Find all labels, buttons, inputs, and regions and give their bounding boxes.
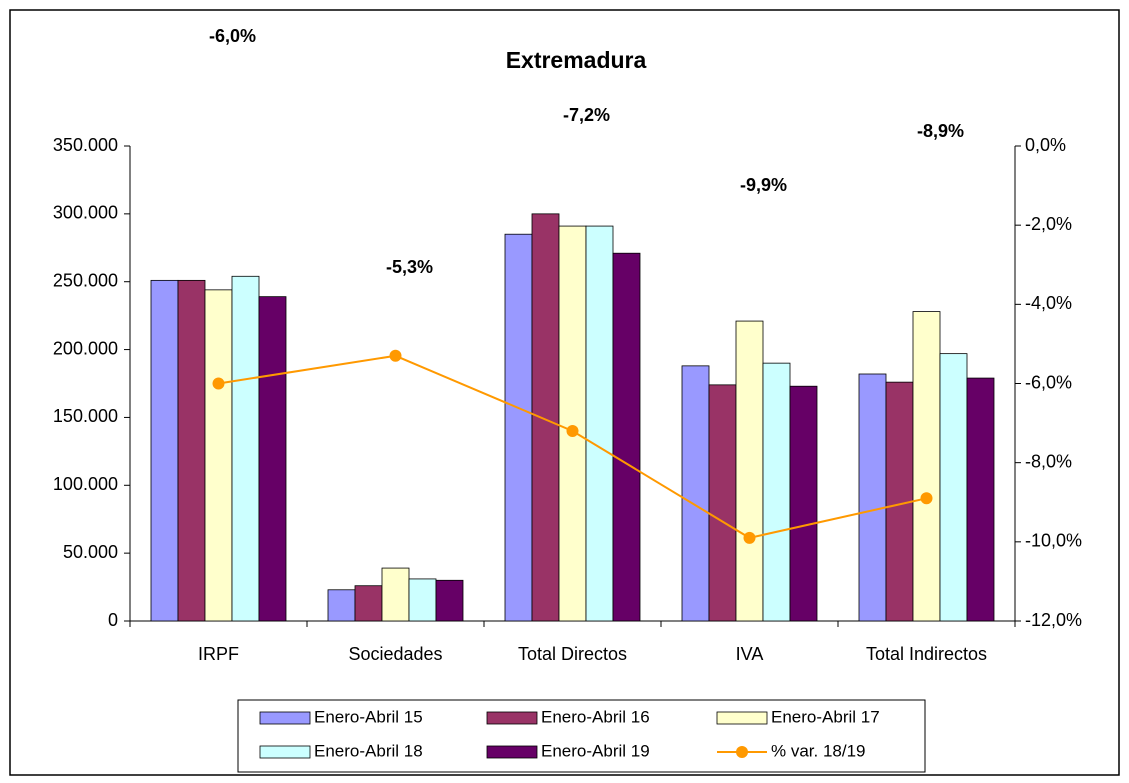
y-tick-label: 250.000 xyxy=(53,270,118,290)
line-marker xyxy=(212,377,225,390)
x-tick-label: IRPF xyxy=(198,644,239,664)
bar xyxy=(150,279,179,622)
legend-label: Enero-Abril 17 xyxy=(771,707,880,726)
bar xyxy=(177,279,206,622)
legend-swatch xyxy=(716,711,768,725)
legend-label: Enero-Abril 15 xyxy=(314,707,423,726)
bar xyxy=(558,225,587,622)
bar xyxy=(258,296,287,622)
y-tick-label: 300.000 xyxy=(53,203,118,223)
y2-tick-label: -12,0% xyxy=(1025,610,1082,630)
data-label: -5,3% xyxy=(386,257,433,277)
legend-swatch xyxy=(259,711,311,725)
bar xyxy=(354,585,383,622)
y-tick-label: 100.000 xyxy=(53,474,118,494)
bar xyxy=(408,578,437,622)
bar xyxy=(939,353,968,622)
bar xyxy=(585,225,614,622)
legend-label: Enero-Abril 18 xyxy=(314,741,423,760)
bar xyxy=(327,589,356,622)
y-tick-label: 200.000 xyxy=(53,338,118,358)
bar xyxy=(435,579,464,622)
x-tick-label: IVA xyxy=(736,644,764,664)
y2-tick-label: -6,0% xyxy=(1025,372,1072,392)
bar xyxy=(504,233,533,622)
y-tick-label: 50.000 xyxy=(63,542,118,562)
line-marker xyxy=(920,492,933,505)
legend-swatch xyxy=(259,745,311,759)
y2-tick-label: 0,0% xyxy=(1025,135,1066,155)
chart-title: Extremadura xyxy=(506,47,647,73)
line-marker xyxy=(743,531,756,544)
y2-tick-label: -4,0% xyxy=(1025,293,1072,313)
y-tick-label: 150.000 xyxy=(53,406,118,426)
data-label: -6,0% xyxy=(209,26,256,46)
legend-label: Enero-Abril 16 xyxy=(541,707,650,726)
y-tick-label: 350.000 xyxy=(53,135,118,155)
bar xyxy=(858,373,887,622)
bar xyxy=(762,362,791,622)
bar xyxy=(531,213,560,622)
data-label: -9,9% xyxy=(740,175,787,195)
data-label: -8,9% xyxy=(917,121,964,141)
bar xyxy=(612,252,641,622)
bar xyxy=(735,320,764,622)
legend-marker xyxy=(736,746,748,758)
legend-label: % var. 18/19 xyxy=(771,741,866,760)
x-tick-label: Total Indirectos xyxy=(866,644,987,664)
x-tick-label: Sociedades xyxy=(348,644,442,664)
legend-swatch xyxy=(486,745,538,759)
y2-tick-label: -10,0% xyxy=(1025,531,1082,551)
bar xyxy=(381,567,410,622)
line-marker xyxy=(389,349,402,362)
legend-swatch xyxy=(486,711,538,725)
bar xyxy=(912,311,941,622)
y2-tick-label: -8,0% xyxy=(1025,451,1072,471)
data-label: -7,2% xyxy=(563,105,610,125)
y-tick-label: 0 xyxy=(108,610,118,630)
bar xyxy=(231,275,260,622)
y2-tick-label: -2,0% xyxy=(1025,214,1072,234)
x-tick-label: Total Directos xyxy=(518,644,627,664)
legend-label: Enero-Abril 19 xyxy=(541,741,650,760)
line-marker xyxy=(566,425,579,437)
bar xyxy=(681,365,710,622)
legend-box xyxy=(237,699,926,773)
bar xyxy=(966,377,995,622)
bar xyxy=(204,289,233,622)
bar xyxy=(708,384,737,622)
bar xyxy=(789,385,818,622)
